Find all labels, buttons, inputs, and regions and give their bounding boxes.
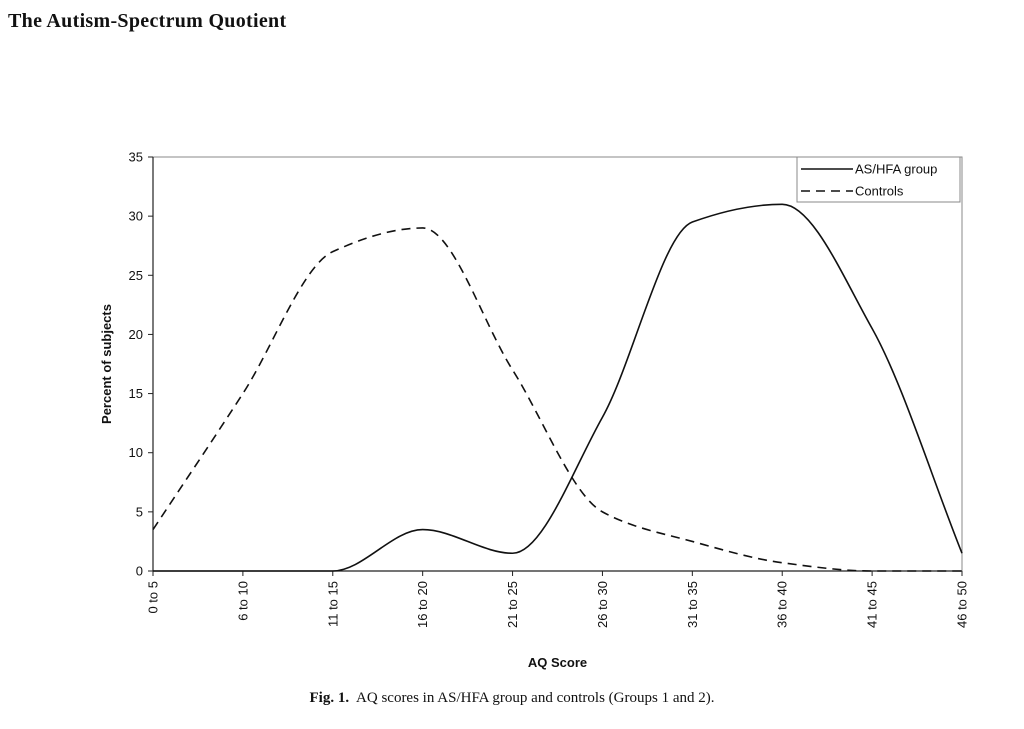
figure-label: Fig. 1. — [309, 690, 350, 706]
figure-caption-text: AQ scores in AS/HFA group and controls (… — [356, 690, 715, 706]
x-axis-title: AQ Score — [528, 655, 587, 670]
x-tick-label: 46 to 50 — [955, 581, 970, 628]
y-axis-title: Percent of subjects — [99, 304, 114, 424]
y-tick-label: 25 — [129, 268, 143, 283]
x-tick-label: 31 to 35 — [685, 581, 700, 628]
x-tick-label: 26 to 30 — [595, 581, 610, 628]
x-tick-label: 16 to 20 — [415, 581, 430, 628]
y-tick-label: 15 — [129, 386, 143, 401]
x-tick-label: 11 to 15 — [325, 581, 340, 627]
x-tick-label: 6 to 10 — [235, 581, 250, 621]
figure-caption: Fig. 1. AQ scores in AS/HFA group and co… — [0, 690, 1024, 707]
x-axis-ticks: 0 to 5 6 to 10 11 to 15 16 to 20 21 to 25 26 … — [146, 571, 970, 628]
legend-label-as-hfa-group: AS/HFA group — [855, 162, 937, 177]
legend-box — [796, 156, 961, 203]
series-line-controls — [152, 227, 962, 572]
y-tick-label: 5 — [136, 504, 143, 519]
legend: AS/HFA group Controls — [796, 156, 961, 203]
y-tick-label: 10 — [129, 445, 143, 460]
series-line-as-hfa-group — [152, 203, 963, 572]
y-tick-label: 20 — [129, 327, 143, 342]
x-tick-label: 36 to 40 — [775, 581, 790, 628]
x-tick-label: 21 to 25 — [505, 581, 520, 628]
y-tick-label: 30 — [129, 209, 143, 224]
running-head: The Autism-Spectrum Quotient — [8, 10, 287, 32]
plot-border — [152, 156, 963, 572]
y-axis-ticks: 0 5 10 15 20 25 30 35 — [129, 150, 153, 579]
plot-frame — [152, 156, 963, 572]
x-tick-label: 0 to 5 — [146, 581, 161, 614]
line-chart: 0 5 10 15 20 25 30 35 0 to 5 6 to 10 11 to 15 16 t… — [99, 150, 970, 671]
y-tick-label: 0 — [136, 564, 143, 579]
x-tick-label: 41 to 45 — [865, 581, 880, 628]
y-tick-label: 35 — [129, 150, 143, 165]
series-lines — [152, 203, 963, 572]
legend-label-controls: Controls — [855, 184, 904, 199]
